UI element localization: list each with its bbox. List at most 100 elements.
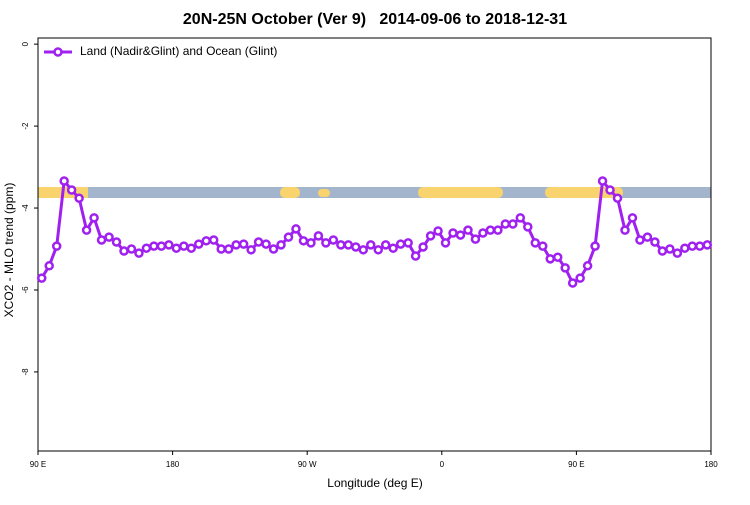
data-point <box>590 241 600 251</box>
data-point <box>440 238 451 248</box>
data-point <box>410 251 421 261</box>
data-point <box>268 244 279 254</box>
data-point <box>530 238 541 248</box>
data-point <box>627 213 638 223</box>
data-point <box>672 248 683 258</box>
data-point <box>687 241 698 251</box>
data-point <box>351 242 361 252</box>
data-point <box>470 234 481 244</box>
data-point <box>373 245 383 255</box>
y-axis-label: XCO2 - MLO trend (ppm) <box>2 183 16 318</box>
data-point <box>179 241 189 251</box>
data-point <box>448 228 458 238</box>
data-point <box>321 238 331 248</box>
data-point <box>433 226 443 236</box>
data-point <box>500 219 511 229</box>
data-point <box>380 240 391 250</box>
data-point <box>336 240 346 250</box>
data-point <box>508 219 518 229</box>
data-point <box>134 248 144 258</box>
data-point <box>141 243 152 253</box>
x-tick-label: 90 W <box>298 460 317 469</box>
data-point <box>149 241 159 251</box>
data-point <box>635 235 645 245</box>
data-point <box>194 239 204 249</box>
data-point <box>276 240 286 250</box>
data-point <box>104 232 114 242</box>
data-point <box>582 261 593 271</box>
data-point <box>657 246 668 256</box>
data-point <box>74 193 84 203</box>
data-point <box>567 278 578 288</box>
x-axis-label: Longitude (deg E) <box>327 476 422 490</box>
data-point <box>695 241 705 251</box>
data-point <box>702 240 713 250</box>
data-point <box>523 222 533 232</box>
y-tick-label: 0 <box>21 41 30 46</box>
land-patch <box>545 187 623 198</box>
x-tick-label: 0 <box>440 460 445 469</box>
data-point <box>171 243 182 253</box>
data-point <box>59 176 69 186</box>
data-point <box>306 238 316 248</box>
data-point <box>343 240 354 250</box>
data-point <box>81 225 92 235</box>
data-point <box>96 235 107 245</box>
land-patch <box>418 187 503 198</box>
chart-title: 20N-25N October (Ver 9) 2014-09-06 to 20… <box>183 11 567 28</box>
data-point <box>328 235 339 245</box>
data-point <box>119 246 129 256</box>
data-point <box>156 241 167 251</box>
y-tick-label: -2 <box>21 122 30 130</box>
data-point <box>418 242 428 252</box>
data-point <box>612 193 623 203</box>
data-point <box>253 237 264 247</box>
data-point <box>238 239 249 249</box>
y-tick-label: -8 <box>21 368 30 376</box>
data-point <box>366 240 376 250</box>
data-point <box>575 273 585 283</box>
data-point <box>665 244 675 254</box>
legend-marker <box>53 47 63 57</box>
data-point <box>231 240 241 250</box>
data-point <box>186 243 197 253</box>
data-point <box>485 225 496 235</box>
land-patch <box>280 187 300 198</box>
y-tick-label: -6 <box>21 286 30 294</box>
data-point <box>605 185 615 195</box>
data-point <box>403 238 413 248</box>
data-point <box>201 236 211 246</box>
data-point <box>36 273 47 283</box>
data-point <box>298 236 309 246</box>
x-tick-label: 180 <box>704 460 718 469</box>
data-point <box>515 213 526 223</box>
data-point <box>246 245 256 255</box>
x-tick-label: 90 E <box>30 460 46 469</box>
data-point <box>111 237 122 247</box>
data-point <box>560 263 570 273</box>
data-point <box>261 239 271 249</box>
data-point <box>620 225 630 235</box>
land-patch <box>318 189 330 197</box>
y-tick-label: -4 <box>21 204 30 212</box>
data-point <box>164 240 174 250</box>
data-point <box>223 244 234 254</box>
data-point <box>650 237 660 247</box>
data-point <box>313 231 324 241</box>
legend-label: Land (Nadir&Glint) and Ocean (Glint) <box>80 44 277 58</box>
data-point <box>478 228 488 238</box>
data-point <box>642 232 653 242</box>
x-tick-label: 90 E <box>568 460 584 469</box>
data-point <box>552 252 563 262</box>
data-point <box>545 254 555 264</box>
ocean-strip <box>38 187 711 198</box>
data-point <box>680 243 690 253</box>
data-point <box>358 245 369 255</box>
data-point <box>283 232 294 242</box>
data-point <box>388 243 398 253</box>
data-point <box>463 225 473 235</box>
data-point <box>66 185 77 195</box>
data-point <box>455 230 466 240</box>
data-point <box>51 241 62 251</box>
